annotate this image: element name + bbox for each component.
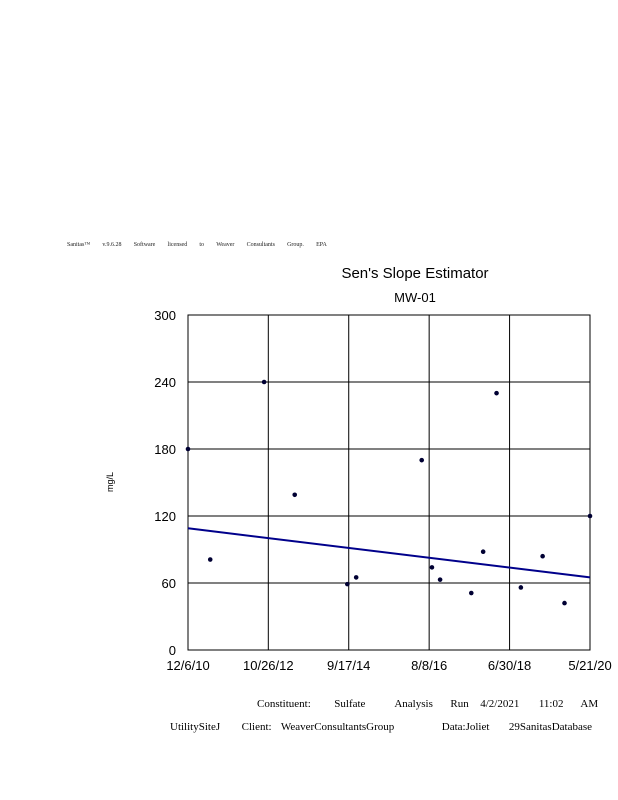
data-point <box>353 575 359 580</box>
x-tick-label: 10/26/12 <box>243 658 294 673</box>
run-time: 11:02 <box>538 698 564 710</box>
license-word: Consultants <box>246 242 275 248</box>
y-tick-label: 300 <box>154 308 176 323</box>
data-point <box>429 565 435 570</box>
data-point <box>345 581 350 587</box>
data-point <box>518 585 524 590</box>
license-word: licensed <box>167 242 188 248</box>
constituent-value: Sulfate <box>334 698 366 710</box>
x-tick-label: 12/6/10 <box>166 658 209 673</box>
license-word: to <box>199 242 205 248</box>
license-word: v.9.6.28 <box>102 242 122 248</box>
data-source: Data:Joliet <box>441 721 490 733</box>
data-point <box>480 549 486 555</box>
y-tick-label: 120 <box>154 509 176 524</box>
chart-subtitle: MW-01 <box>394 290 436 305</box>
run-date: 4/2/2021 <box>480 698 520 710</box>
analysis-label: Analysis <box>394 698 433 710</box>
constituent-label: Constituent: <box>257 698 311 710</box>
y-tick-label: 240 <box>154 375 176 390</box>
license-word: Weaver <box>216 242 235 248</box>
license-word: Group. <box>287 242 304 248</box>
data-point <box>562 600 567 606</box>
footer-line-1: Constituent: Sulfate Analysis Run 4/2/20… <box>257 698 598 710</box>
x-tick-label: 6/30/18 <box>488 658 531 673</box>
data-point <box>185 446 191 452</box>
x-tick-label: 5/21/20 <box>568 658 611 673</box>
data-point <box>419 457 425 463</box>
site-name: UtilitySiteJ <box>170 721 221 733</box>
data-point <box>468 590 474 596</box>
license-word: EPA <box>316 242 327 248</box>
x-tick-label: 9/17/14 <box>327 658 370 673</box>
footer-line-2: UtilitySiteJ Client: WeaverConsultantsGr… <box>170 721 592 733</box>
y-axis-label: mg/L <box>105 472 115 492</box>
database-name: 29SanitasDatabase <box>508 721 593 733</box>
license-header: Sanitas™ v.9.6.28 Software licensed to Weaver… <box>67 242 327 248</box>
license-word: Sanitas™ <box>67 242 91 248</box>
y-tick-label: 180 <box>154 442 176 457</box>
data-point <box>207 557 213 562</box>
plot-area <box>187 314 591 651</box>
data-point <box>494 390 499 396</box>
data-point <box>261 379 267 385</box>
data-point <box>540 553 545 559</box>
y-tick-label: 60 <box>162 576 176 591</box>
data-point <box>437 577 443 582</box>
sens-slope-trend-line <box>187 527 591 579</box>
data-point <box>587 513 593 519</box>
run-ampm: AM <box>580 698 599 710</box>
license-word: Software <box>133 242 156 248</box>
data-point <box>292 492 298 498</box>
run-label: Run <box>450 698 469 710</box>
client-label: Client: <box>241 721 272 733</box>
x-tick-label: 8/8/16 <box>411 658 447 673</box>
y-tick-label: 0 <box>169 643 176 658</box>
chart-title: Sen's Slope Estimator <box>341 265 488 282</box>
client-value: WeaverConsultantsGroup <box>280 721 395 733</box>
